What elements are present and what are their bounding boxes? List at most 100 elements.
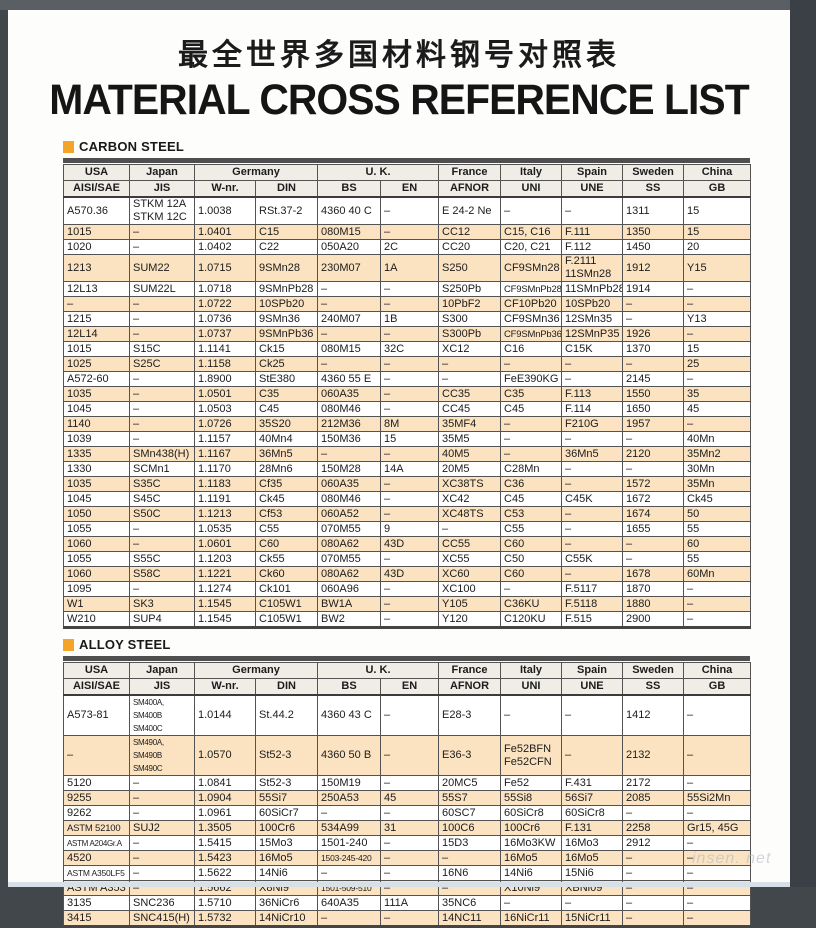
cell: 35NC6	[438, 895, 502, 911]
cell: –	[683, 910, 752, 927]
cell: –	[622, 850, 685, 866]
cell: S250Pb	[438, 281, 502, 297]
cell: –	[129, 775, 195, 791]
cell: –	[561, 895, 624, 911]
cell: 15NiCr11	[561, 910, 624, 927]
cell: CC12	[438, 224, 502, 240]
cell: St.44.2	[254, 694, 319, 736]
column-group-japan: Japan	[129, 164, 195, 181]
cell: 1.1141	[194, 341, 256, 357]
cell: 080M15	[317, 341, 382, 357]
cell: –	[380, 865, 440, 881]
cell: 2120	[622, 446, 685, 462]
cell: Ck55	[254, 551, 319, 567]
cell: 45	[380, 790, 440, 806]
cell: XC38TS	[438, 476, 502, 492]
cell: –	[380, 611, 440, 628]
cell: F.5117	[561, 581, 624, 597]
cell: 12SMnP35	[561, 326, 624, 342]
cell: 8M	[380, 416, 440, 432]
cell: 1.1191	[194, 491, 256, 507]
cell: 1926	[622, 326, 685, 342]
cell: 14NC11	[438, 910, 502, 927]
cell: 1.3505	[194, 820, 256, 836]
cell: 9SMnPb28	[254, 281, 319, 297]
cell: ASTM A350LF5	[63, 865, 130, 881]
cell: 1050	[63, 506, 130, 522]
cell: –	[438, 850, 502, 866]
cell: –	[129, 296, 195, 312]
cell: –	[380, 326, 440, 342]
cell: 1572	[622, 476, 685, 492]
column-header-uni: UNI	[500, 180, 563, 198]
cell: 1335	[63, 446, 130, 462]
cell: 16Mo5	[500, 850, 563, 866]
cell: StE380	[254, 371, 319, 387]
cell: –	[380, 581, 440, 597]
cell: 30Mn	[683, 461, 752, 477]
cell: 1.0726	[194, 416, 256, 432]
cell: –	[561, 476, 624, 492]
cell: –	[129, 835, 195, 851]
column-group-usa: USA	[63, 164, 130, 181]
section-title-carbon-steel: CARBON STEEL	[79, 139, 184, 154]
cell: 1060	[63, 536, 130, 552]
cell: 1.5622	[194, 865, 256, 881]
cell: –	[500, 895, 563, 911]
cell: 250A53	[317, 790, 382, 806]
cell: 1213	[63, 254, 130, 282]
cell: 2C	[380, 239, 440, 255]
cell: 28Mn6	[254, 461, 319, 477]
cell: C55	[254, 521, 319, 537]
cell: C120KU	[500, 611, 563, 628]
cell: –	[683, 775, 752, 791]
cell: 12L13	[63, 281, 130, 297]
cell: –	[683, 371, 752, 387]
cell: C28Mn	[500, 461, 563, 477]
cell: 240M07	[317, 311, 382, 327]
cell: –	[380, 835, 440, 851]
cell: 2258	[622, 820, 685, 836]
cell: –	[380, 596, 440, 612]
cell: –	[683, 596, 752, 612]
cell: –	[317, 910, 382, 927]
cell: 16Mo5	[561, 850, 624, 866]
cell: C16	[500, 341, 563, 357]
cell: 55	[683, 551, 752, 567]
cell: –	[622, 431, 685, 447]
cell: 1914	[622, 281, 685, 297]
cell: 11SMnPb28	[561, 281, 624, 297]
cell: –	[380, 476, 440, 492]
column-group-italy: Italy	[500, 164, 563, 181]
cell: –	[561, 461, 624, 477]
cell: 060A35	[317, 476, 382, 492]
cell: S55C	[129, 551, 195, 567]
column-group-france: France	[438, 164, 502, 181]
column-group-germany: Germany	[193, 662, 319, 679]
cell: –	[561, 694, 624, 736]
cell: C20, C21	[500, 239, 563, 255]
cell: 100C6	[438, 820, 502, 836]
cell: 31	[380, 820, 440, 836]
cell: C55K	[561, 551, 624, 567]
cell: Ck60	[254, 566, 319, 582]
cell: 1957	[622, 416, 685, 432]
cell: –	[622, 536, 685, 552]
cell: C22	[254, 239, 319, 255]
cell: 60SC7	[438, 805, 502, 821]
cell: C15K	[561, 341, 624, 357]
cell: 1.5732	[194, 910, 256, 927]
cell: –	[683, 735, 752, 776]
table-row: 1140–1.0726 35S20 212M36 8M 35MF4– F210G 1957–	[63, 416, 752, 432]
cell: 230M07	[317, 254, 382, 282]
cell: SNC236	[129, 895, 195, 911]
table-row: 5120–1.0841 St52-3 150M19–20MC5 Fe52 F.431 21…	[63, 775, 752, 791]
table-row: – SM490A, SM490B SM490C 1.0570 St52-3 4360 5…	[63, 735, 752, 776]
cell: 16Mo3KW	[500, 835, 563, 851]
cell: –	[622, 865, 685, 881]
cell: 1.1157	[194, 431, 256, 447]
cell: 32C	[380, 341, 440, 357]
cell: –	[129, 371, 195, 387]
cell: –	[683, 694, 752, 736]
column-group-spain: Spain	[561, 662, 624, 679]
